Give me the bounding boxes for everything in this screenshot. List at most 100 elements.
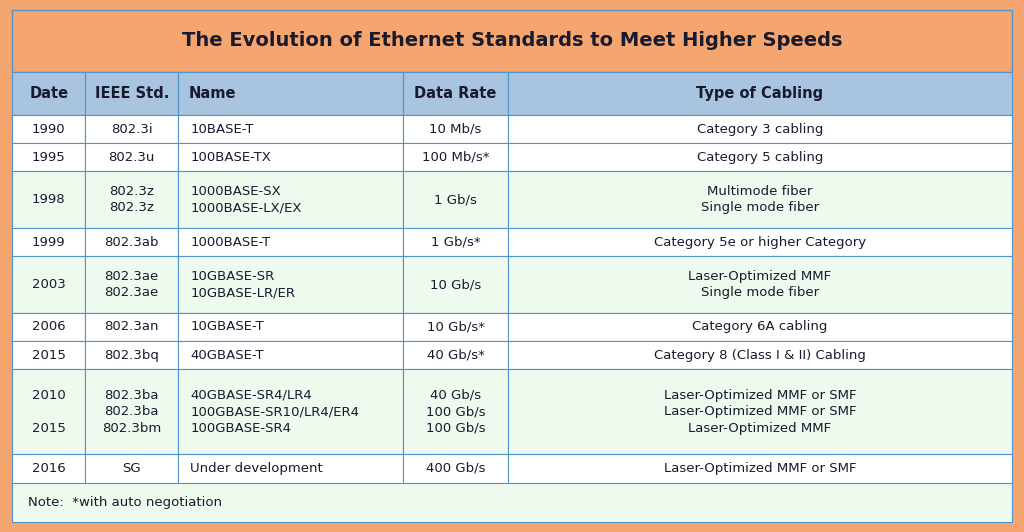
Bar: [12, 115, 85, 143]
Bar: [178, 313, 403, 341]
Bar: [12, 171, 85, 228]
Bar: [178, 143, 403, 171]
Bar: [508, 369, 1012, 454]
Text: 802.3ae
802.3ae: 802.3ae 802.3ae: [104, 270, 159, 300]
Bar: [508, 256, 1012, 313]
Text: 2016: 2016: [32, 462, 66, 475]
Bar: [508, 341, 1012, 369]
Text: 802.3u: 802.3u: [109, 151, 155, 164]
Bar: [12, 483, 1012, 522]
Bar: [178, 256, 403, 313]
Text: Note:  *with auto negotiation: Note: *with auto negotiation: [28, 496, 221, 509]
Bar: [12, 228, 85, 256]
Text: 40 Gb/s
100 Gb/s
100 Gb/s: 40 Gb/s 100 Gb/s 100 Gb/s: [426, 389, 485, 435]
Bar: [403, 171, 508, 228]
Text: Category 6A cabling: Category 6A cabling: [692, 320, 827, 334]
Text: 10GBASE-T: 10GBASE-T: [190, 320, 264, 334]
Bar: [85, 369, 178, 454]
Text: Date: Date: [30, 86, 69, 101]
Text: 2003: 2003: [32, 278, 66, 291]
Text: 40GBASE-SR4/LR4
100GBASE-SR10/LR4/ER4
100GBASE-SR4: 40GBASE-SR4/LR4 100GBASE-SR10/LR4/ER4 10…: [190, 389, 359, 435]
Bar: [85, 454, 178, 483]
Bar: [178, 228, 403, 256]
Bar: [508, 171, 1012, 228]
Text: SG: SG: [123, 462, 141, 475]
Text: 100BASE-TX: 100BASE-TX: [190, 151, 271, 164]
Text: Category 3 cabling: Category 3 cabling: [696, 122, 823, 136]
Bar: [12, 256, 85, 313]
Text: 802.3bq: 802.3bq: [104, 349, 159, 362]
Bar: [403, 115, 508, 143]
Bar: [508, 72, 1012, 115]
Bar: [508, 228, 1012, 256]
Bar: [508, 313, 1012, 341]
Text: 10 Gb/s: 10 Gb/s: [430, 278, 481, 291]
Text: 2010

2015: 2010 2015: [32, 389, 66, 435]
Text: 1995: 1995: [32, 151, 66, 164]
Bar: [403, 454, 508, 483]
Bar: [85, 143, 178, 171]
Text: 2006: 2006: [32, 320, 66, 334]
Text: 10GBASE-SR
10GBASE-LR/ER: 10GBASE-SR 10GBASE-LR/ER: [190, 270, 296, 300]
Bar: [12, 341, 85, 369]
Text: 1000BASE-SX
1000BASE-LX/EX: 1000BASE-SX 1000BASE-LX/EX: [190, 185, 302, 214]
Bar: [403, 228, 508, 256]
Text: 400 Gb/s: 400 Gb/s: [426, 462, 485, 475]
Bar: [85, 256, 178, 313]
Text: 100 Mb/s*: 100 Mb/s*: [422, 151, 489, 164]
Text: 802.3i: 802.3i: [111, 122, 153, 136]
Bar: [403, 313, 508, 341]
Bar: [403, 72, 508, 115]
Text: 10 Gb/s*: 10 Gb/s*: [427, 320, 484, 334]
Text: 10 Mb/s: 10 Mb/s: [429, 122, 481, 136]
Text: Data Rate: Data Rate: [415, 86, 497, 101]
Text: 40GBASE-T: 40GBASE-T: [190, 349, 264, 362]
Text: Category 5 cabling: Category 5 cabling: [696, 151, 823, 164]
Bar: [508, 143, 1012, 171]
Bar: [85, 171, 178, 228]
Text: 1999: 1999: [32, 236, 66, 248]
Bar: [403, 256, 508, 313]
Text: The Evolution of Ethernet Standards to Meet Higher Speeds: The Evolution of Ethernet Standards to M…: [181, 31, 843, 51]
Text: 802.3ab: 802.3ab: [104, 236, 159, 248]
Bar: [12, 454, 85, 483]
Text: 1 Gb/s*: 1 Gb/s*: [431, 236, 480, 248]
Bar: [178, 115, 403, 143]
Text: Category 5e or higher Category: Category 5e or higher Category: [653, 236, 866, 248]
Bar: [178, 454, 403, 483]
Bar: [403, 369, 508, 454]
Text: 1000BASE-T: 1000BASE-T: [190, 236, 270, 248]
Text: Laser-Optimized MMF or SMF
Laser-Optimized MMF or SMF
Laser-Optimized MMF: Laser-Optimized MMF or SMF Laser-Optimiz…: [664, 389, 856, 435]
Text: 40 Gb/s*: 40 Gb/s*: [427, 349, 484, 362]
Bar: [508, 454, 1012, 483]
Text: Laser-Optimized MMF or SMF: Laser-Optimized MMF or SMF: [664, 462, 856, 475]
Bar: [12, 72, 85, 115]
Bar: [85, 115, 178, 143]
Text: 802.3z
802.3z: 802.3z 802.3z: [110, 185, 155, 214]
Bar: [85, 72, 178, 115]
Bar: [178, 341, 403, 369]
Text: Category 8 (Class I & II) Cabling: Category 8 (Class I & II) Cabling: [654, 349, 866, 362]
Bar: [403, 143, 508, 171]
Text: Under development: Under development: [190, 462, 324, 475]
Bar: [508, 115, 1012, 143]
Text: 1998: 1998: [32, 193, 66, 206]
Text: Type of Cabling: Type of Cabling: [696, 86, 823, 101]
Text: Laser-Optimized MMF
Single mode fiber: Laser-Optimized MMF Single mode fiber: [688, 270, 831, 300]
Bar: [12, 10, 1012, 72]
Text: 1 Gb/s: 1 Gb/s: [434, 193, 477, 206]
Bar: [12, 369, 85, 454]
Bar: [403, 341, 508, 369]
Bar: [12, 313, 85, 341]
Bar: [85, 313, 178, 341]
Bar: [178, 72, 403, 115]
Text: 802.3an: 802.3an: [104, 320, 159, 334]
Bar: [178, 171, 403, 228]
Bar: [85, 228, 178, 256]
Text: Multimode fiber
Single mode fiber: Multimode fiber Single mode fiber: [700, 185, 819, 214]
Text: 2015: 2015: [32, 349, 66, 362]
Bar: [12, 143, 85, 171]
Text: 802.3ba
802.3ba
802.3bm: 802.3ba 802.3ba 802.3bm: [102, 389, 162, 435]
Bar: [178, 369, 403, 454]
Text: IEEE Std.: IEEE Std.: [94, 86, 169, 101]
